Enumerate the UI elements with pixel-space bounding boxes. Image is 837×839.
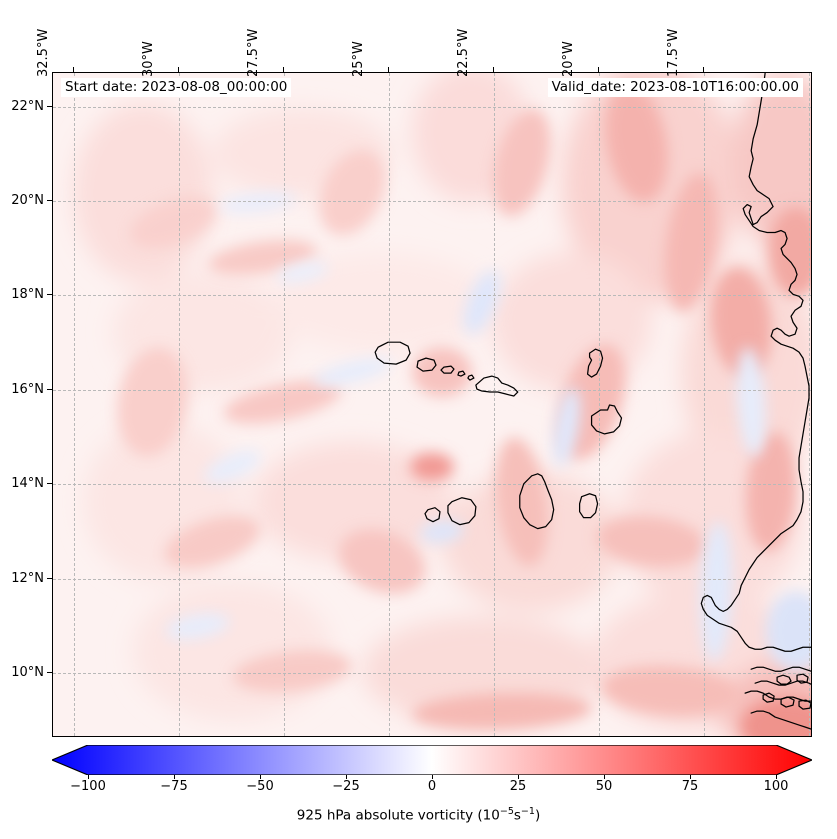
x-tick <box>493 67 494 72</box>
y-tick <box>47 294 52 295</box>
gridline-horizontal <box>53 579 811 580</box>
colorbar-tick-label: 50 <box>595 779 613 794</box>
gridline-vertical <box>74 73 75 736</box>
gridline-vertical <box>704 73 705 736</box>
colorbar-title: 925 hPa absolute vorticity (10−5s−1) <box>0 806 837 824</box>
y-tick-label: 14°N <box>11 476 44 491</box>
colorbar-tick-label: 100 <box>763 779 789 794</box>
colorbar-title-main: 925 hPa absolute vorticity (10 <box>296 807 500 824</box>
y-tick <box>47 578 52 579</box>
y-tick-label: 22°N <box>11 99 44 114</box>
y-tick-label: 18°N <box>11 287 44 302</box>
x-tick-label: 30°W <box>141 41 156 77</box>
x-tick-label: 20°W <box>561 41 576 77</box>
gridline-horizontal <box>53 201 811 202</box>
x-tick-label: 32.5°W <box>36 28 51 77</box>
colorbar[interactable]: −100 −75 −50 −25 0 25 50 75 100 <box>52 745 812 794</box>
gridline-horizontal <box>53 107 811 108</box>
gridline-vertical <box>389 73 390 736</box>
colorbar-tick-label: −100 <box>70 779 106 794</box>
gridline-vertical <box>809 73 810 736</box>
x-tick-label: 22.5°W <box>456 28 471 77</box>
colorbar-title-exp1: −5 <box>499 806 514 817</box>
x-tick <box>703 67 704 72</box>
colorbar-tick-label: 0 <box>427 779 437 794</box>
x-tick-label: 27.5°W <box>246 28 261 77</box>
gridline-vertical <box>599 73 600 736</box>
colorbar-tick <box>518 775 519 779</box>
y-tick <box>47 106 52 107</box>
x-tick-label: 25°W <box>351 41 366 77</box>
x-tick <box>178 67 179 72</box>
colorbar-tick <box>88 775 89 779</box>
colorbar-tick-label: 25 <box>509 779 527 794</box>
gridline-horizontal <box>53 295 811 296</box>
map-axes[interactable]: Start date: 2023-08-08_00:00:00 Valid_da… <box>52 72 812 737</box>
colorbar-tick <box>260 775 261 779</box>
x-tick <box>73 67 74 72</box>
colorbar-tick <box>432 775 433 779</box>
colorbar-tick-label: −25 <box>332 779 360 794</box>
y-tick <box>47 483 52 484</box>
gridline-horizontal <box>53 673 811 674</box>
x-tick <box>283 67 284 72</box>
y-tick <box>47 672 52 673</box>
y-tick-label: 16°N <box>11 382 44 397</box>
y-tick-label: 10°N <box>11 665 44 680</box>
colorbar-tick-label: 75 <box>681 779 699 794</box>
y-tick <box>47 389 52 390</box>
gridline-horizontal <box>53 484 811 485</box>
x-tick <box>388 67 389 72</box>
colorbar-tick <box>174 775 175 779</box>
x-tick <box>598 67 599 72</box>
start-date-annotation: Start date: 2023-08-08_00:00:00 <box>61 78 292 97</box>
colorbar-tick <box>346 775 347 779</box>
vorticity-field <box>53 73 811 736</box>
gridline-horizontal <box>53 390 811 391</box>
colorbar-title-exp2: −1 <box>520 806 535 817</box>
colorbar-title-tail: ) <box>534 807 541 824</box>
colorbar-tick <box>776 775 777 779</box>
gridline-vertical <box>494 73 495 736</box>
colorbar-tick <box>690 775 691 779</box>
colorbar-tick <box>604 775 605 779</box>
gridline-vertical <box>179 73 180 736</box>
colorbar-tick-label: −75 <box>160 779 188 794</box>
y-tick-label: 12°N <box>11 571 44 586</box>
colorbar-gradient <box>52 745 812 775</box>
y-tick-label: 20°N <box>11 193 44 208</box>
colorbar-title-mid: s <box>513 807 521 824</box>
x-tick-label: 17.5°W <box>666 28 681 77</box>
colorbar-tick-label: −50 <box>246 779 274 794</box>
valid-date-annotation: Valid_date: 2023-08-10T16:00:00.00 <box>547 78 803 97</box>
gridline-vertical <box>284 73 285 736</box>
y-tick <box>47 200 52 201</box>
